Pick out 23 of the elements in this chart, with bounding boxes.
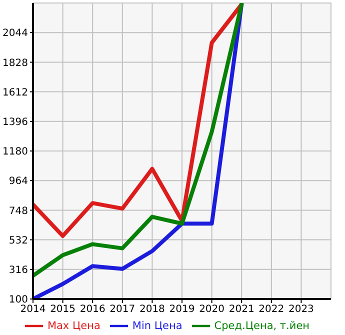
legend-label: Min Цена <box>132 320 182 332</box>
x-tick-label: 2015 <box>50 304 76 316</box>
y-tick-label: 1396 <box>2 116 28 128</box>
x-tick-label: 2023 <box>288 304 314 316</box>
y-tick-label: 316 <box>8 264 28 276</box>
x-tick-label: 2014 <box>20 304 46 316</box>
y-tick-label: 964 <box>8 176 28 188</box>
x-tick-label: 2020 <box>199 304 225 316</box>
y-tick-label: 1828 <box>2 58 28 69</box>
y-tick-label: 1612 <box>2 87 28 98</box>
legend-label: Сред.Цена, т.йен <box>214 320 310 332</box>
x-tick-label: 2018 <box>139 304 165 316</box>
x-tick-label: 2017 <box>110 304 136 316</box>
y-tick-label: 532 <box>8 235 28 246</box>
y-tick-label: 1180 <box>2 146 28 158</box>
y-tick-label: 2044 <box>2 28 28 40</box>
x-tick-label: 2019 <box>169 304 195 316</box>
x-tick-label: 2022 <box>258 304 284 316</box>
y-tick-label: 748 <box>8 206 28 217</box>
y-tick-label: 100 <box>8 294 28 306</box>
legend-label: Max Цена <box>47 320 100 332</box>
x-tick-label: 2021 <box>228 304 254 316</box>
x-tick-label: 2016 <box>80 304 106 316</box>
